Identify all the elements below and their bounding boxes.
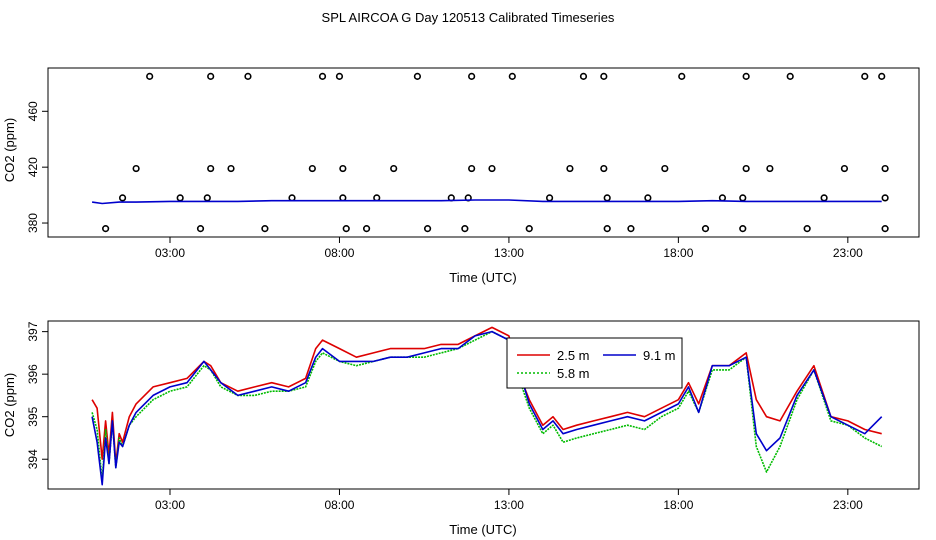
calibration-point <box>525 225 533 233</box>
plot-marks <box>91 326 883 486</box>
calibration-point <box>661 164 669 173</box>
series-line-5-8-m <box>91 330 883 482</box>
calibration-point <box>603 225 611 233</box>
calibration-point <box>861 72 869 80</box>
calibration-point <box>742 72 750 80</box>
calibration-point <box>881 225 889 233</box>
calibration-point <box>203 194 211 202</box>
legend-label-2-5m: 2.5 m <box>557 348 590 363</box>
x-tick-label: 13:00 <box>494 246 524 260</box>
calibration-point <box>118 194 127 202</box>
calibration-point <box>739 194 747 202</box>
y-axis: 394 395 396 397 <box>26 321 49 469</box>
x-tick-label: 03:00 <box>155 498 185 512</box>
calibration-point <box>468 164 476 173</box>
x-tick-label: 23:00 <box>833 498 863 512</box>
calibration-point <box>803 225 811 233</box>
x-tick-label: 08:00 <box>324 246 354 260</box>
calibration-point <box>461 225 469 233</box>
calibration-point <box>766 164 774 173</box>
calibration-point <box>176 194 184 202</box>
calibration-point <box>644 194 652 202</box>
calibration-point <box>196 225 205 233</box>
x-tick-label: 23:00 <box>833 246 863 260</box>
x-tick-label: 13:00 <box>494 498 524 512</box>
calibration-point <box>207 72 215 80</box>
y-axis-label: CO2 (ppm) <box>2 118 17 182</box>
calibration-point <box>600 72 608 80</box>
calibration-point <box>339 164 347 173</box>
y-tick-label: 460 <box>26 101 40 121</box>
calibration-point <box>423 225 432 233</box>
calibration-point <box>881 194 889 202</box>
x-tick-label: 08:00 <box>324 498 354 512</box>
calibration-point <box>339 194 347 202</box>
y-tick-label: 396 <box>26 364 40 384</box>
calibration-point <box>678 72 686 80</box>
y-axis-label: CO2 (ppm) <box>2 373 17 437</box>
legend-box <box>506 337 683 389</box>
calibration-point <box>603 194 611 202</box>
calibration-point <box>840 164 849 173</box>
x-tick-label: 18:00 <box>663 246 693 260</box>
calibration-point <box>288 194 296 202</box>
x-axis-label: Time (UTC) <box>449 270 516 285</box>
calibration-point <box>227 164 235 173</box>
calibration-point <box>701 225 710 233</box>
calibration-point <box>820 194 828 202</box>
calibration-point <box>742 164 750 173</box>
plot-frame <box>47 67 920 238</box>
y-tick-label: 420 <box>26 157 40 177</box>
calibration-point <box>261 225 269 233</box>
calibration-point <box>468 72 476 80</box>
calibration-point <box>102 225 110 233</box>
calibration-point <box>318 72 327 80</box>
series-line-2-5-m <box>91 326 882 465</box>
calibration-point <box>627 225 635 233</box>
x-axis-label: Time (UTC) <box>449 522 516 537</box>
ambient-timeseries-panel: 03:00 08:00 13:00 18:00 23:00 394 395 396 397 T… <box>2 320 920 537</box>
calibration-point <box>244 72 252 80</box>
calibration-point <box>132 164 140 173</box>
x-axis: 03:00 08:00 13:00 18:00 23:00 <box>155 488 863 512</box>
calibration-point <box>600 164 608 173</box>
calibration-point <box>881 164 889 173</box>
x-tick-label: 18:00 <box>663 498 693 512</box>
calibration-point <box>390 164 398 173</box>
calibration-point <box>207 164 215 173</box>
calibration-point <box>373 194 381 202</box>
calibration-point <box>335 72 344 80</box>
calibration-point <box>413 72 422 80</box>
x-axis: 03:00 08:00 13:00 18:00 23:00 <box>155 236 863 260</box>
calibration-point <box>786 72 794 80</box>
calibration-point <box>362 225 371 233</box>
plot-marks <box>91 72 889 233</box>
calibration-point <box>308 164 316 173</box>
calibration-point <box>146 72 154 80</box>
y-tick-label: 380 <box>26 213 40 233</box>
y-tick-label: 395 <box>26 406 40 426</box>
figure-title: SPL AIRCOA G Day 120513 Calibrated Times… <box>322 10 615 25</box>
calibration-point <box>718 194 727 202</box>
calibration-point <box>566 164 574 173</box>
calibration-point <box>342 225 350 233</box>
legend: 2.5 m 5.8 m 9.1 m <box>506 337 683 389</box>
legend-label-9-1m: 9.1 m <box>643 348 676 363</box>
calibration-point <box>739 225 747 233</box>
y-tick-label: 397 <box>26 321 40 341</box>
calibration-point <box>579 72 588 80</box>
series-line-9-1-m <box>91 330 883 486</box>
series-line-ambient <box>91 199 882 205</box>
calibration-point <box>545 194 554 202</box>
legend-label-5-8m: 5.8 m <box>557 366 590 381</box>
calibration-point <box>878 72 886 80</box>
y-tick-label: 394 <box>26 449 40 469</box>
calibration-point <box>508 72 516 80</box>
x-tick-label: 03:00 <box>155 246 185 260</box>
calibration-point <box>488 164 496 173</box>
calibrated-scatter-panel: 03:00 08:00 13:00 18:00 23:00 380 420 460 Time… <box>2 67 920 285</box>
y-axis: 380 420 460 <box>26 101 49 233</box>
